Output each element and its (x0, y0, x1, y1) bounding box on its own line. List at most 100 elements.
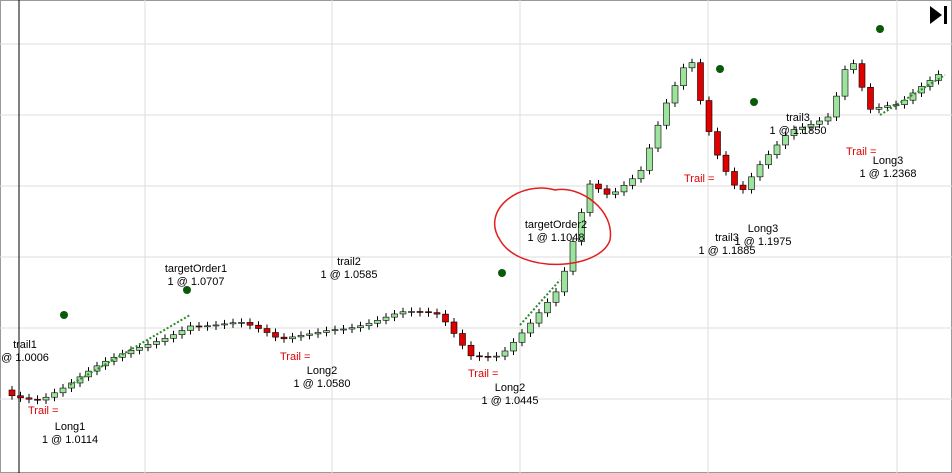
candle (374, 320, 381, 324)
candle (280, 336, 288, 340)
order-price: 1 @ 1.0707 (167, 276, 224, 288)
candle (153, 341, 160, 345)
candle (425, 311, 432, 314)
candle (195, 325, 203, 328)
candle (204, 325, 211, 328)
trail-label: Trail = (846, 146, 876, 158)
candle (518, 332, 526, 343)
candle (510, 341, 517, 352)
candle (331, 329, 339, 331)
candle (850, 63, 857, 70)
candle (450, 321, 458, 334)
candle (773, 144, 781, 155)
candle (323, 330, 330, 333)
candle (578, 212, 585, 242)
candle (671, 85, 679, 104)
candle (722, 154, 730, 172)
candle (748, 176, 755, 190)
candles (8, 58, 942, 405)
candle (306, 333, 313, 336)
order-price: 1 @ 1.1885 (698, 245, 755, 257)
candle (433, 312, 441, 315)
candle (51, 392, 58, 398)
candle (442, 313, 449, 323)
candle (272, 332, 279, 338)
order-name: Long2 (307, 365, 338, 377)
candle (875, 107, 883, 110)
candle (867, 86, 874, 110)
candle (68, 382, 75, 389)
order-price: 1 @ 1.0445 (481, 395, 538, 407)
trend-lines (69, 74, 946, 386)
candle (161, 338, 169, 342)
candle (841, 69, 849, 97)
candle (535, 312, 543, 324)
candle (739, 184, 747, 190)
candle (697, 62, 704, 101)
order-name: targetOrder2 (525, 219, 587, 231)
candle (790, 129, 798, 136)
candle (544, 302, 551, 314)
order-price: 1 @ 1.1048 (527, 232, 584, 244)
order-name: Long3 (748, 223, 779, 235)
candle (484, 355, 492, 358)
candle (110, 356, 118, 362)
order-name: Long3 (873, 155, 904, 167)
candle (501, 350, 509, 357)
candle (680, 67, 687, 87)
candle (654, 124, 662, 149)
candle (858, 63, 866, 88)
candle (255, 324, 262, 329)
candle (595, 183, 602, 190)
candle (357, 325, 364, 329)
candle (221, 323, 228, 326)
candle (416, 311, 424, 313)
candle (127, 350, 135, 355)
candle (314, 332, 322, 335)
candle (178, 330, 186, 335)
annotation-circle (493, 187, 612, 266)
candle (408, 311, 415, 313)
candle (467, 344, 475, 357)
candle (246, 322, 254, 326)
candle (705, 100, 713, 132)
candle (603, 188, 611, 195)
candle (42, 396, 50, 401)
candle (340, 328, 347, 331)
order-name: trail2 (337, 256, 361, 268)
candle (765, 154, 772, 166)
trail-label: Trail = (684, 173, 714, 185)
order-price: 1 @ 1.0580 (293, 378, 350, 390)
candle (17, 395, 24, 399)
candle (629, 178, 636, 186)
candle (561, 270, 568, 293)
candle (263, 328, 271, 333)
trail-label: Trail = (468, 368, 498, 380)
candle (884, 105, 891, 108)
order-price: 1 @ 1.2368 (859, 168, 916, 180)
candle (782, 135, 789, 146)
candle (476, 355, 483, 358)
order-price: 1 @ 1.0585 (320, 269, 377, 281)
candle (93, 365, 101, 372)
play-button[interactable] (930, 6, 947, 24)
candle (8, 389, 16, 397)
candle (552, 291, 560, 303)
order-name: targetOrder1 (165, 263, 227, 275)
candle (297, 335, 305, 338)
candle (187, 325, 194, 331)
trail-label: Trail = (28, 405, 58, 417)
order-name: trail3 (715, 232, 739, 244)
order-name: trail3 (786, 112, 810, 124)
order-price: 1 @ 1.0114 (42, 434, 98, 446)
order-name: Long2 (495, 382, 526, 394)
candle (144, 344, 152, 348)
candle (620, 184, 628, 193)
candle (799, 126, 806, 130)
candle (399, 311, 407, 315)
candle (59, 387, 67, 394)
candle (238, 322, 245, 324)
candle (170, 334, 177, 339)
